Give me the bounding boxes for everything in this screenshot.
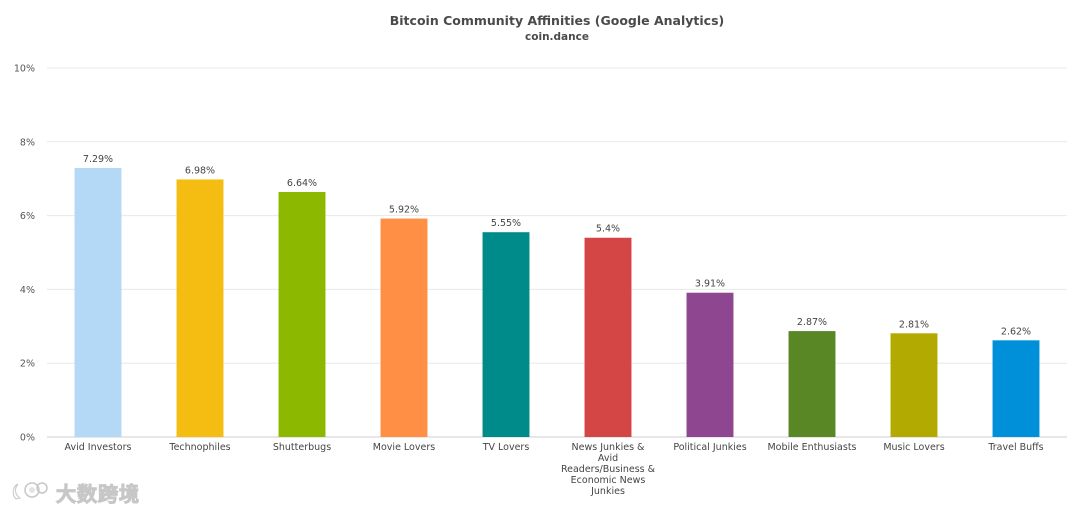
data-label: 6.64% [287, 178, 317, 189]
y-tick-label: 0% [20, 433, 35, 444]
x-tick-label: Political Junkies [673, 442, 746, 453]
y-axis: 0% 2% 4% 6% 8% 10% [14, 64, 35, 444]
x-tick-label: TV Lovers [482, 442, 530, 453]
bar[interactable] [278, 191, 326, 437]
bar[interactable] [686, 292, 734, 437]
bar[interactable] [992, 340, 1040, 437]
bar[interactable] [176, 179, 224, 438]
data-labels: 7.29% 6.98% 6.64% 5.92% 5.55% 5.4% 3.91% 2.87% 2… [83, 154, 1031, 337]
x-tick-label: Technophiles [168, 442, 230, 453]
bar[interactable] [482, 232, 530, 437]
bar[interactable] [788, 331, 836, 437]
bar[interactable] [380, 218, 428, 437]
data-label: 2.81% [899, 319, 929, 330]
logo-icon [10, 479, 50, 507]
x-tick-label: News Junkies & Avid Readers/Business & Econ… [561, 442, 656, 497]
chart-subtitle: coin.dance [525, 31, 589, 43]
bars [74, 167, 1040, 438]
data-label: 5.4% [596, 224, 620, 235]
bar[interactable] [584, 237, 632, 437]
watermark: 大数跨境 [10, 478, 140, 507]
data-label: 2.62% [1001, 326, 1031, 337]
x-tick-label: Shutterbugs [273, 442, 331, 453]
x-tick-label: Mobile Enthusiasts [767, 442, 856, 453]
data-label: 2.87% [797, 317, 827, 328]
data-label: 5.55% [491, 218, 521, 229]
x-tick-label: Music Lovers [883, 442, 944, 453]
bar[interactable] [890, 333, 938, 437]
y-tick-label: 10% [14, 64, 35, 75]
y-tick-label: 4% [20, 285, 35, 296]
watermark-text: 大数跨境 [56, 482, 140, 507]
bar[interactable] [74, 167, 122, 437]
x-axis: Avid Investors Technophiles Shutterbugs Mov… [65, 442, 1044, 497]
data-label: 6.98% [185, 165, 215, 176]
data-label: 5.92% [389, 205, 419, 216]
y-tick-label: 2% [20, 359, 35, 370]
x-tick-label: Travel Buffs [987, 442, 1043, 453]
x-tick-label: Avid Investors [65, 442, 132, 453]
y-tick-label: 6% [20, 211, 35, 222]
x-tick-label: Movie Lovers [373, 442, 435, 453]
chart-title: Bitcoin Community Affinities (Google Ana… [390, 13, 725, 28]
data-label: 7.29% [83, 154, 113, 165]
y-tick-label: 8% [20, 137, 35, 148]
data-label: 3.91% [695, 279, 725, 290]
